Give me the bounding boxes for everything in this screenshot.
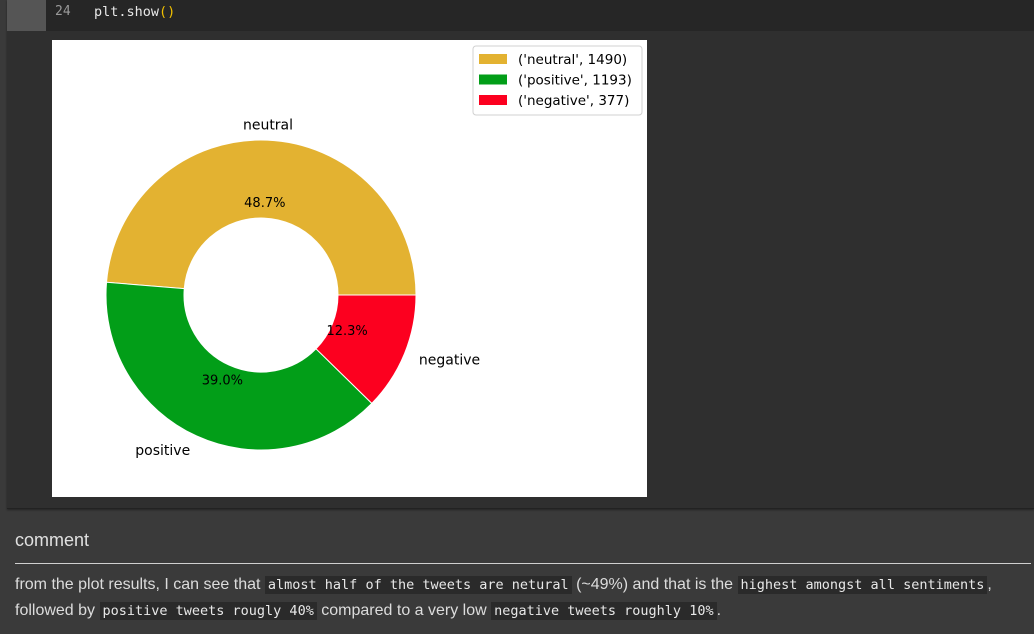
- line-number: 24: [55, 4, 71, 19]
- slice-label-neutral: neutral: [243, 118, 293, 134]
- legend-label-neutral: ('neutral', 1490): [518, 52, 627, 68]
- comment-heading: comment: [15, 530, 1031, 564]
- code-line[interactable]: 24 plt.show(): [7, 0, 1034, 31]
- legend-swatch-negative: [479, 95, 507, 105]
- legend-swatch-neutral: [479, 54, 507, 64]
- legend-swatch-positive: [479, 74, 507, 85]
- legend-box: [472, 45, 643, 116]
- legend-label-positive: ('positive', 1193): [518, 73, 632, 89]
- text-part-4: compared to a very low: [316, 602, 492, 619]
- code-parens: (): [159, 4, 176, 20]
- inline-code-3: positive tweets rougly 40%: [99, 602, 317, 620]
- slice-label-negative: negative: [419, 352, 480, 368]
- text-part-5: .: [716, 602, 722, 619]
- slice-positive: [105, 281, 373, 451]
- slice-label-positive: positive: [135, 443, 190, 459]
- donut-chart: neutral 48.7% positive 39.0% negative 12.3% (…: [105, 45, 643, 459]
- text-part-3: , followed by: [15, 576, 992, 619]
- comment-paragraph: from the plot results, I can see that al…: [15, 572, 1031, 624]
- markdown-cell: comment from the plot results, I can see…: [15, 530, 1031, 624]
- cell-gutter[interactable]: [7, 0, 46, 31]
- inline-code-1: almost half of the tweets are netural: [264, 576, 572, 594]
- inline-code-2: highest amongst all sentiments: [737, 576, 988, 594]
- pct-label-negative: 12.3%: [326, 324, 367, 339]
- pct-label-positive: 39.0%: [202, 374, 243, 389]
- code-cell[interactable]: 24 plt.show() neutral 48.7% positive 39.0% n…: [7, 0, 1034, 509]
- slice-negative: [315, 294, 417, 405]
- pct-label-neutral: 48.7%: [244, 196, 285, 211]
- slice-neutral: [105, 139, 417, 296]
- text-part-2: (~49%) and that is the: [571, 576, 738, 593]
- inline-code-4: negative tweets roughly 10%: [491, 602, 717, 620]
- code-call: plt.show: [94, 4, 160, 20]
- legend-label-negative: ('negative', 377): [518, 93, 629, 109]
- text-part-1: from the plot results, I can see that: [15, 576, 265, 593]
- code-text[interactable]: plt.show(): [94, 4, 175, 20]
- chart-output: neutral 48.7% positive 39.0% negative 12.3% (…: [52, 40, 647, 497]
